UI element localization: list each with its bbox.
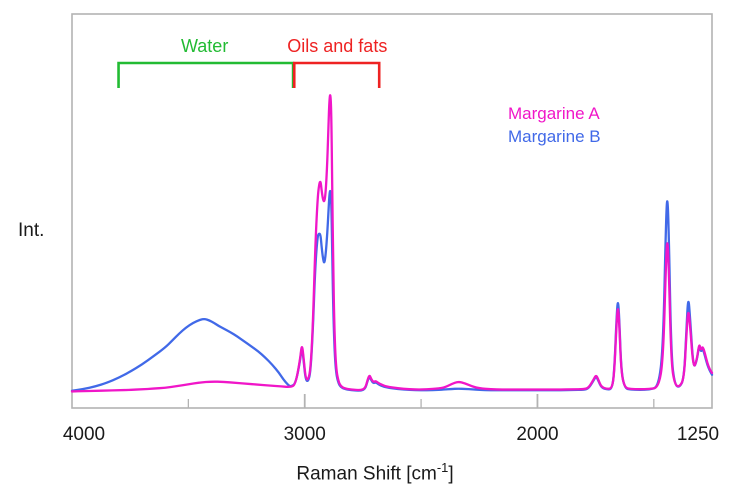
x-axis-label-base: Raman Shift [cm bbox=[296, 463, 437, 485]
bracket-oils-and-fats bbox=[292, 61, 381, 88]
x-axis-label: Raman Shift [cm-1] bbox=[0, 460, 750, 485]
legend-item-margarine-b: Margarine B bbox=[508, 127, 601, 146]
band-label-water: Water bbox=[180, 36, 229, 56]
x-axis-label-tail: ] bbox=[448, 463, 454, 485]
x-axis-tick-marks bbox=[187, 394, 655, 408]
x-axis-tick-label: 1250 bbox=[676, 424, 720, 445]
spectrum-traces bbox=[70, 94, 714, 393]
band-label-oils-and-fats: Oils and fats bbox=[287, 36, 388, 56]
y-axis-label: Int. bbox=[18, 220, 45, 241]
plot-frame bbox=[71, 13, 713, 409]
band-brackets bbox=[117, 61, 381, 88]
legend-item-margarine-a: Margarine A bbox=[508, 104, 600, 123]
x-axis-tick-label: 2000 bbox=[516, 424, 559, 445]
trace-margarine-a bbox=[70, 94, 714, 393]
x-axis-tick-label: 4000 bbox=[62, 424, 106, 445]
x-axis-tick-label: 3000 bbox=[283, 424, 326, 445]
x-axis-label-superscript: -1 bbox=[436, 460, 449, 475]
